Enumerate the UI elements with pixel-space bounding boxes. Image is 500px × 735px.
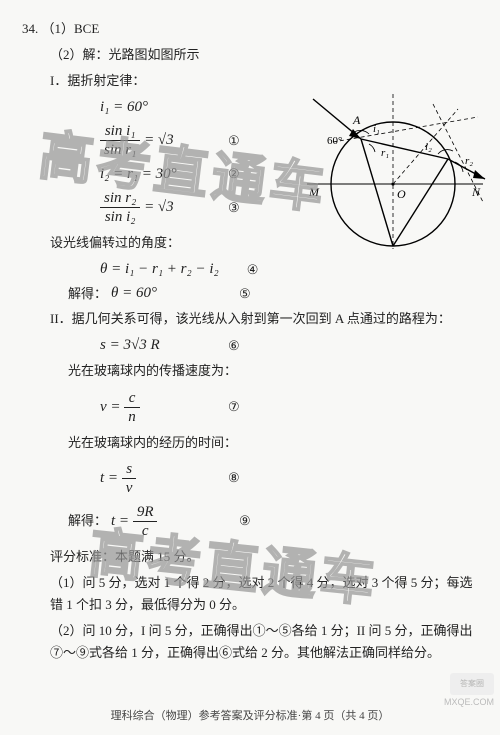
eq5-body: θ = i₁ − r₁ + r₂ − i₂ — [100, 260, 219, 278]
scoring-line2: （2）问 10 分，I 问 5 分，正确得出①～⑤各给 1 分；II 问 5 分… — [22, 620, 482, 664]
eq6-body: θ = 60° — [111, 284, 211, 302]
eq7-marker: ⑥ — [228, 338, 240, 354]
optics-diagram-svg: A M N O 60° i₁ r₁ i₂ r₂ — [283, 84, 488, 269]
speed-text: 光在玻璃球内的传播速度为： — [22, 360, 482, 382]
label-i1: i₁ — [373, 123, 380, 135]
eq9-marker: ⑧ — [228, 470, 240, 486]
eq-time-expr: t = s v ⑧ — [22, 460, 482, 497]
eq8-lhs: v = — [100, 399, 124, 415]
eq10-lhs: t = — [111, 513, 133, 529]
eq7-body: s = 3√3 R — [100, 336, 200, 354]
time-text: 光在玻璃球内的经历的时间： — [22, 432, 482, 454]
eq6-marker: ⑤ — [239, 286, 251, 302]
eq-i1-body: i₁ = 60° — [100, 98, 200, 116]
eq-speed: v = c n ⑦ — [22, 389, 482, 426]
eq2-rhs: = √3 — [144, 132, 174, 148]
scoring-title: 评分标准：本题满 15 分。 — [22, 546, 482, 568]
eq4-rhs: = √3 — [144, 199, 174, 215]
eq-path-length: s = 3√3 R ⑥ — [22, 336, 482, 354]
eq10-marker: ⑨ — [239, 513, 251, 529]
eq5-marker: ④ — [247, 262, 259, 278]
label-A: A — [352, 113, 361, 127]
section-2-label: II．据几何关系可得，该光线从入射到第一次回到 A 点通过的路程为： — [22, 308, 482, 330]
corner-watermark: MXQE.COM — [444, 697, 494, 707]
eq8-marker: ⑦ — [228, 399, 240, 415]
eq10-den: c — [133, 521, 158, 540]
scoring-line1: （1）问 5 分，选对 1 个得 2 分，选对 2 个得 4 分，选对 3 个得… — [22, 572, 482, 616]
eq10-prefix: 解得： — [68, 513, 107, 529]
label-N: N — [471, 185, 481, 199]
eq4-num: sin r₂ — [100, 189, 140, 207]
arc-r1 — [369, 144, 375, 152]
part1-answer: （1）BCE — [42, 21, 100, 36]
eq9-num: s — [122, 460, 137, 478]
arrowhead-out — [473, 170, 485, 179]
label-M: M — [308, 185, 320, 199]
question-number: 34. — [22, 21, 38, 36]
label-i2: i₂ — [425, 141, 432, 153]
corner-logo: 答案圈 — [450, 673, 494, 695]
eq9-lhs: t = — [100, 470, 122, 486]
eq-theta-value: 解得： θ = 60° ⑤ — [22, 284, 482, 302]
page-footer: 理科综合（物理）参考答案及评分标准·第 4 页（共 4 页） — [0, 707, 500, 723]
question-number-line: 34. （1）BCE — [22, 18, 482, 40]
eq10-num: 9R — [133, 503, 158, 521]
eq6-prefix: 解得： — [68, 286, 107, 302]
eq2-marker: ① — [228, 133, 240, 149]
label-60: 60° — [327, 135, 342, 147]
part2-intro: （2）解：光路图如图所示 — [22, 44, 482, 66]
label-O: O — [397, 187, 406, 201]
eq9-den: v — [122, 478, 137, 497]
eq8-num: c — [124, 389, 140, 407]
eq2-den: sin r₁ — [100, 140, 140, 159]
eq4-marker: ③ — [228, 200, 240, 216]
label-r1: r₁ — [381, 147, 389, 159]
eq8-den: n — [124, 407, 140, 426]
ray-segment-2 — [393, 159, 448, 246]
eq4-den: sin i₂ — [100, 207, 140, 226]
eq2-num: sin i₁ — [100, 122, 140, 140]
eq3-body: i₂ = r₁ = 30° — [100, 165, 200, 183]
center-dot — [391, 182, 394, 185]
eq-time-value: 解得： t = 9R c ⑨ — [22, 503, 482, 540]
eq3-marker: ② — [228, 166, 240, 182]
label-r2: r₂ — [465, 155, 473, 167]
optics-diagram: A M N O 60° i₁ r₁ i₂ r₂ — [283, 84, 488, 269]
